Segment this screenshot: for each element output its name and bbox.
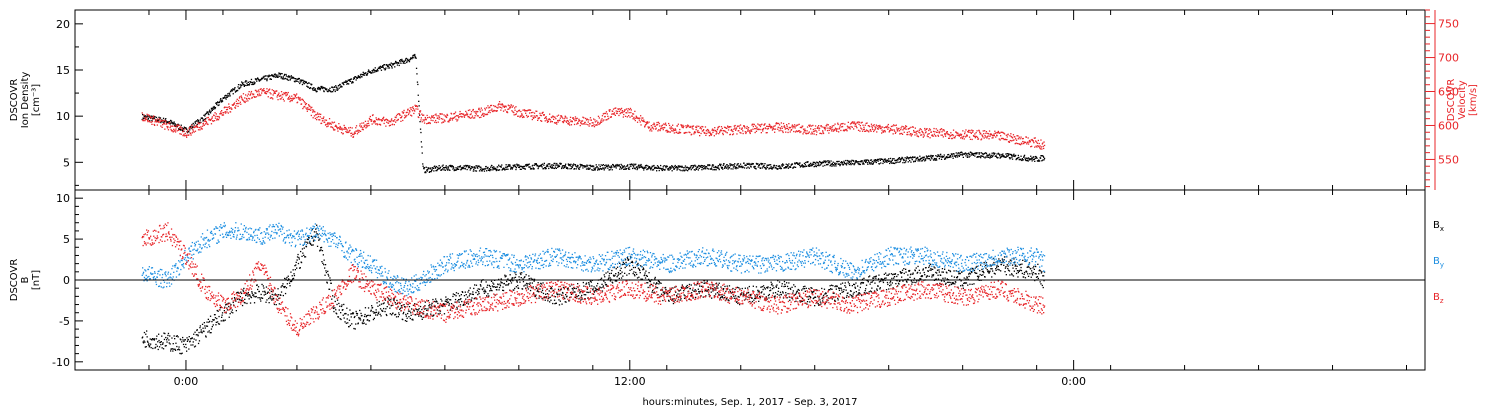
y-bottom-title: DSCOVRB[nT] xyxy=(9,259,42,302)
y-right-tick-label: 700 xyxy=(1438,52,1459,65)
y-bottom-tick-label: 10 xyxy=(56,192,70,205)
y-left-tick-label: 20 xyxy=(56,18,70,31)
panel-density-velocity: 5 10 15 20 550 600 650 700 750 DSCOVRIon Density[… xyxy=(9,9,1479,191)
y-right-tick-label: 750 xyxy=(1438,18,1459,31)
y-bottom-tick-label: 0 xyxy=(63,274,70,287)
x-tick-label: 12:00 xyxy=(614,375,646,388)
y-right-tick-label: 650 xyxy=(1438,86,1459,99)
series-bz xyxy=(141,222,1046,337)
y-bottom-tick-label: -10 xyxy=(52,356,70,369)
y-right-tick-label: 550 xyxy=(1438,153,1459,166)
y-right-title: DSCOVRVelocity[km/s] xyxy=(1446,79,1479,122)
series-ion-density xyxy=(141,53,1046,174)
legend-bz: Bz xyxy=(1433,292,1444,305)
y-left-tick-label: 5 xyxy=(63,156,70,169)
legend-by: By xyxy=(1433,256,1444,269)
x-axis: 0:00 12:00 0:00 xyxy=(74,10,1408,388)
panel-magnetic-field: -10 -5 0 5 10 DSCOVRB[nT] Bx By Bz xyxy=(9,189,1444,371)
legend-bx: Bx xyxy=(1433,220,1444,233)
y-bottom-tick-label: 5 xyxy=(63,233,70,246)
x-axis-title: hours:minutes, Sep. 1, 2017 - Sep. 3, 20… xyxy=(642,397,857,408)
series-velocity xyxy=(141,88,1046,150)
series-by xyxy=(141,222,1046,297)
x-tick-label: 0:00 xyxy=(174,375,199,388)
x-tick-label: 0:00 xyxy=(1061,375,1086,388)
y-left-tick-label: 15 xyxy=(56,64,70,77)
y-bottom-tick-label: -5 xyxy=(59,315,70,328)
y-right-tick-label: 600 xyxy=(1438,119,1459,132)
y-left-tick-label: 10 xyxy=(56,110,70,123)
y-left-title: DSCOVRIon Density[cm⁻³] xyxy=(9,72,42,129)
